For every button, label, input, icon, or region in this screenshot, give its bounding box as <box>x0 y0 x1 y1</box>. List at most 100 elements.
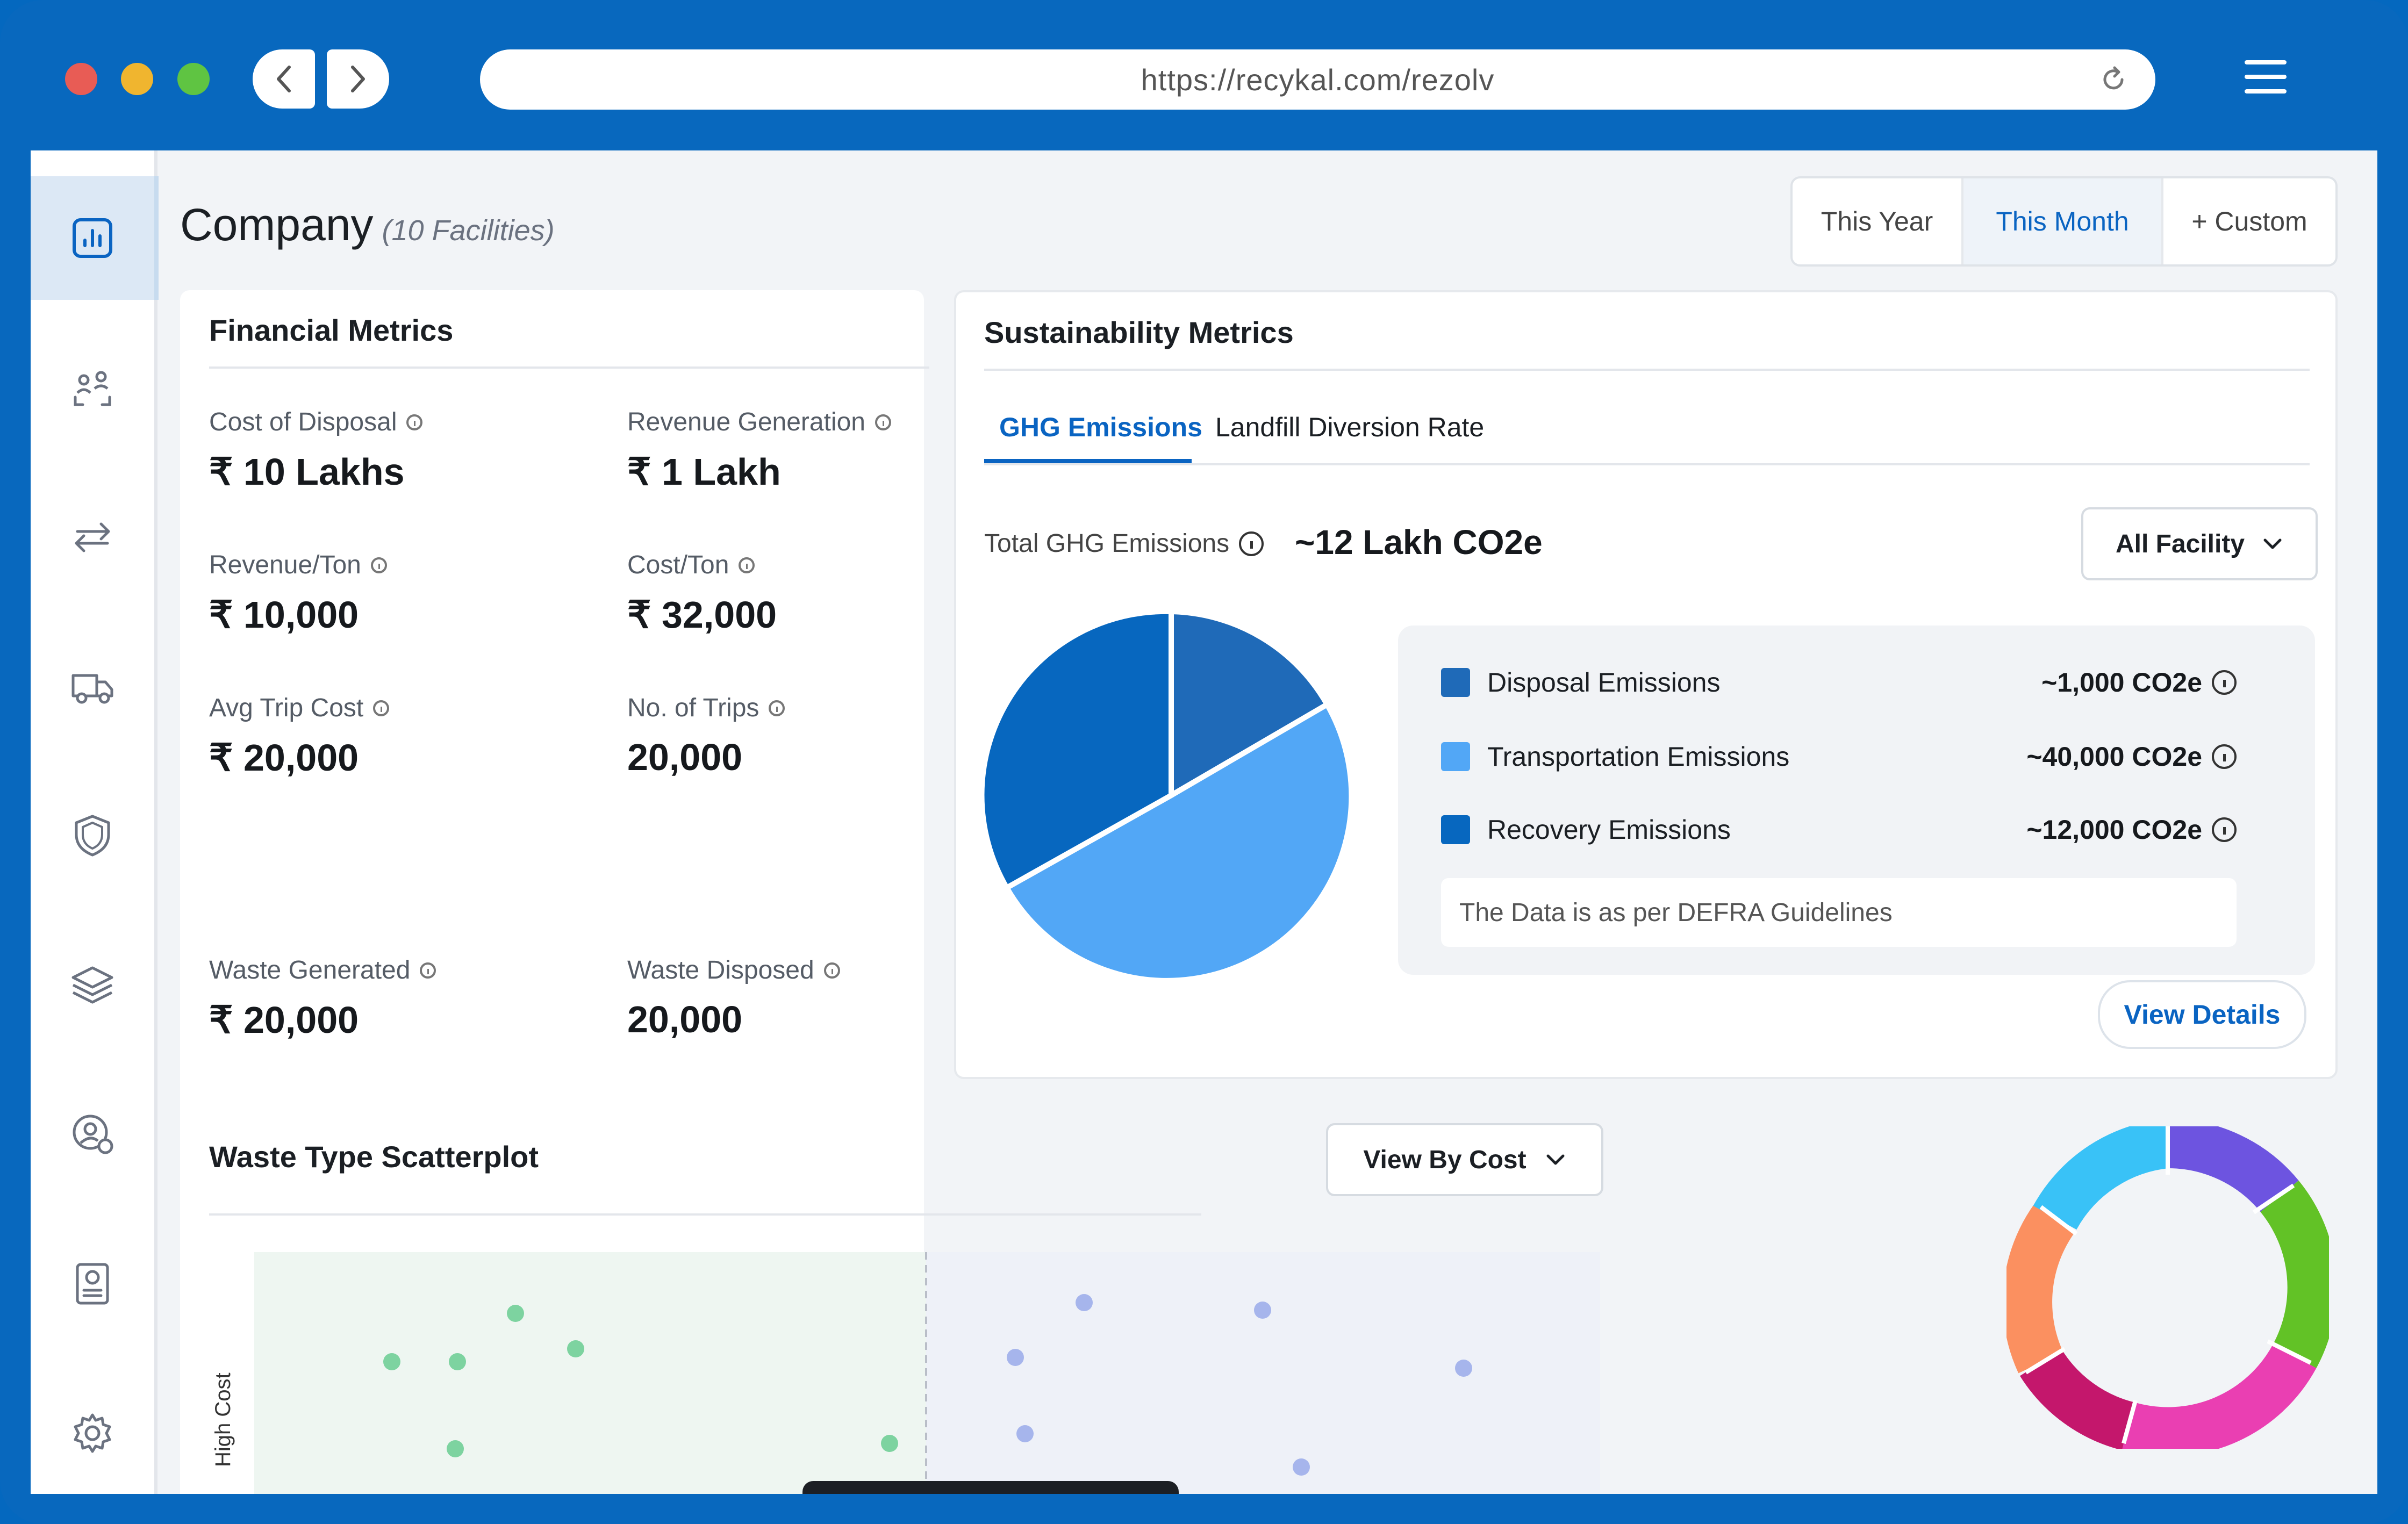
info-icon[interactable] <box>2212 817 2237 842</box>
chevron-left-icon <box>277 66 291 92</box>
y-axis-label: High Cost <box>211 1372 235 1467</box>
tab-ghg-emissions[interactable]: GHG Emissions <box>999 412 1202 442</box>
metric-waste-disposed: Waste Disposed 20,000 <box>627 955 840 1041</box>
address-bar[interactable]: https://recykal.com/rezolv <box>480 49 2155 110</box>
total-ghg-label: Total GHG Emissions <box>984 529 1264 558</box>
metric-label: Revenue/Ton <box>209 551 361 579</box>
facility-dropdown[interactable]: All Facility <box>2081 507 2318 580</box>
scatter-divider <box>209 1213 1201 1216</box>
legend-name: Transportation Emissions <box>1487 742 1790 772</box>
sidebar-item-compliance[interactable] <box>31 774 154 897</box>
metric-value: ₹ 32,000 <box>627 594 777 636</box>
info-icon[interactable] <box>373 700 390 716</box>
metric-label: Cost of Disposal <box>209 408 397 436</box>
legend-value: ~12,000 CO2e <box>2026 814 2237 845</box>
legend-value-text: ~1,000 CO2e <box>2041 667 2202 698</box>
chevron-down-icon <box>1546 1154 1565 1165</box>
scatter-point <box>449 1353 466 1370</box>
info-icon[interactable] <box>1239 531 1264 556</box>
financial-metrics-title: Financial Metrics <box>209 313 454 347</box>
scatter-zone-left <box>254 1252 926 1494</box>
view-by-cost-dropdown[interactable]: View By Cost <box>1326 1123 1603 1196</box>
pie-slice-recovery <box>980 609 1174 892</box>
info-icon[interactable] <box>875 414 891 430</box>
period-this-year[interactable]: This Year <box>1793 178 1963 264</box>
legend-swatch <box>1441 668 1470 697</box>
sidebar <box>31 150 159 1494</box>
info-icon[interactable] <box>420 962 436 979</box>
period-this-month[interactable]: This Month <box>1963 178 2163 264</box>
period-custom[interactable]: + Custom <box>2191 206 2307 236</box>
legend-value: ~40,000 CO2e <box>2026 741 2237 772</box>
sidebar-item-dashboard[interactable] <box>31 176 159 300</box>
info-icon[interactable] <box>2212 670 2237 695</box>
sidebar-item-transfers[interactable] <box>31 475 154 599</box>
forward-button[interactable] <box>327 49 389 109</box>
sidebar-item-layers[interactable] <box>31 923 154 1047</box>
legend-swatch <box>1441 815 1470 844</box>
tab-landfill-diversion-rate[interactable]: Landfill Diversion Rate <box>1215 412 1485 442</box>
scatter-point <box>447 1440 464 1457</box>
info-icon[interactable] <box>823 962 840 979</box>
metric-avg-trip-cost: Avg Trip Cost ₹ 20,000 <box>209 693 390 780</box>
metric-label: Waste Disposed <box>627 956 814 984</box>
facility-dropdown-value: All Facility <box>2115 529 2245 558</box>
metric-no-of-trips: No. of Trips 20,000 <box>627 693 785 779</box>
sidebar-item-user-settings[interactable] <box>31 1073 154 1196</box>
metric-cost-per-ton: Cost/Ton ₹ 32,000 <box>627 550 777 637</box>
metric-label: Waste Generated <box>209 956 411 984</box>
legend-value: ~1,000 CO2e <box>2041 667 2237 698</box>
info-icon[interactable] <box>739 557 755 573</box>
sidebar-item-reports[interactable] <box>31 1222 154 1346</box>
minimize-window-button[interactable] <box>121 63 153 95</box>
hamburger-menu-icon[interactable] <box>2245 60 2287 98</box>
info-icon[interactable] <box>2212 744 2237 769</box>
scatter-point <box>383 1353 400 1370</box>
total-ghg-value: ~12 Lakh CO2e <box>1295 523 1543 562</box>
tabs-divider <box>984 463 2310 465</box>
donut-segment <box>2260 1180 2329 1368</box>
metric-label: Cost/Ton <box>627 551 729 579</box>
scatter-point <box>1076 1294 1093 1311</box>
waste-donut-chart <box>2006 1126 2329 1449</box>
donut-separator <box>2039 1205 2078 1236</box>
donut-segment <box>2167 1126 2299 1212</box>
view-details-button[interactable]: View Details <box>2098 980 2306 1049</box>
legend-value-text: ~12,000 CO2e <box>2026 815 2202 845</box>
info-icon[interactable] <box>370 557 387 573</box>
scatter-zone-right <box>926 1252 1600 1494</box>
donut-segment <box>2019 1349 2135 1449</box>
sidebar-item-settings[interactable] <box>31 1371 154 1494</box>
info-icon[interactable] <box>406 414 423 430</box>
scatter-point <box>1254 1302 1271 1319</box>
transfer-arrows-icon <box>75 522 110 552</box>
url-text: https://recykal.com/rezolv <box>1141 62 1495 97</box>
main-content: Company (10 Facilities) This Year This Mo… <box>157 150 2377 1494</box>
sidebar-item-logistics[interactable] <box>31 624 154 748</box>
scatter-point <box>881 1435 898 1452</box>
bottom-overlay-bar <box>802 1481 1179 1494</box>
app-page: Company (10 Facilities) This Year This Mo… <box>31 150 2377 1494</box>
defra-note: The Data is as per DEFRA Guidelines <box>1441 878 2237 947</box>
back-button[interactable] <box>253 49 315 109</box>
info-icon[interactable] <box>769 700 785 716</box>
donut-separator <box>2024 1347 2066 1375</box>
shield-icon <box>75 815 110 857</box>
scatter-point <box>1016 1425 1034 1442</box>
legend-value-text: ~40,000 CO2e <box>2026 742 2202 772</box>
metric-revenue-generation: Revenue Generation ₹ 1 Lakh <box>627 407 891 494</box>
sidebar-item-users[interactable] <box>31 326 154 449</box>
pie-slice-disposal <box>1169 609 1331 800</box>
reload-icon[interactable] <box>2098 64 2128 95</box>
close-window-button[interactable] <box>65 63 97 95</box>
scatter-point <box>1293 1458 1310 1476</box>
metric-value: ₹ 1 Lakh <box>627 451 781 493</box>
user-scan-icon <box>74 371 111 406</box>
metric-value: ₹ 20,000 <box>209 999 359 1041</box>
company-title: Company <box>180 199 374 250</box>
scatter-point <box>1455 1360 1472 1377</box>
legend-swatch <box>1441 742 1470 771</box>
maximize-window-button[interactable] <box>177 63 210 95</box>
divider <box>209 366 929 369</box>
